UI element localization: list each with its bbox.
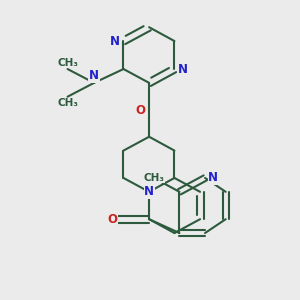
Text: O: O <box>107 213 117 226</box>
Text: N: N <box>208 172 218 184</box>
Text: O: O <box>135 104 145 117</box>
Text: CH₃: CH₃ <box>143 173 164 183</box>
Text: N: N <box>110 34 120 48</box>
Text: CH₃: CH₃ <box>57 58 78 68</box>
Text: N: N <box>178 62 188 76</box>
Text: N: N <box>89 69 99 82</box>
Text: CH₃: CH₃ <box>57 98 78 108</box>
Text: N: N <box>144 185 154 198</box>
